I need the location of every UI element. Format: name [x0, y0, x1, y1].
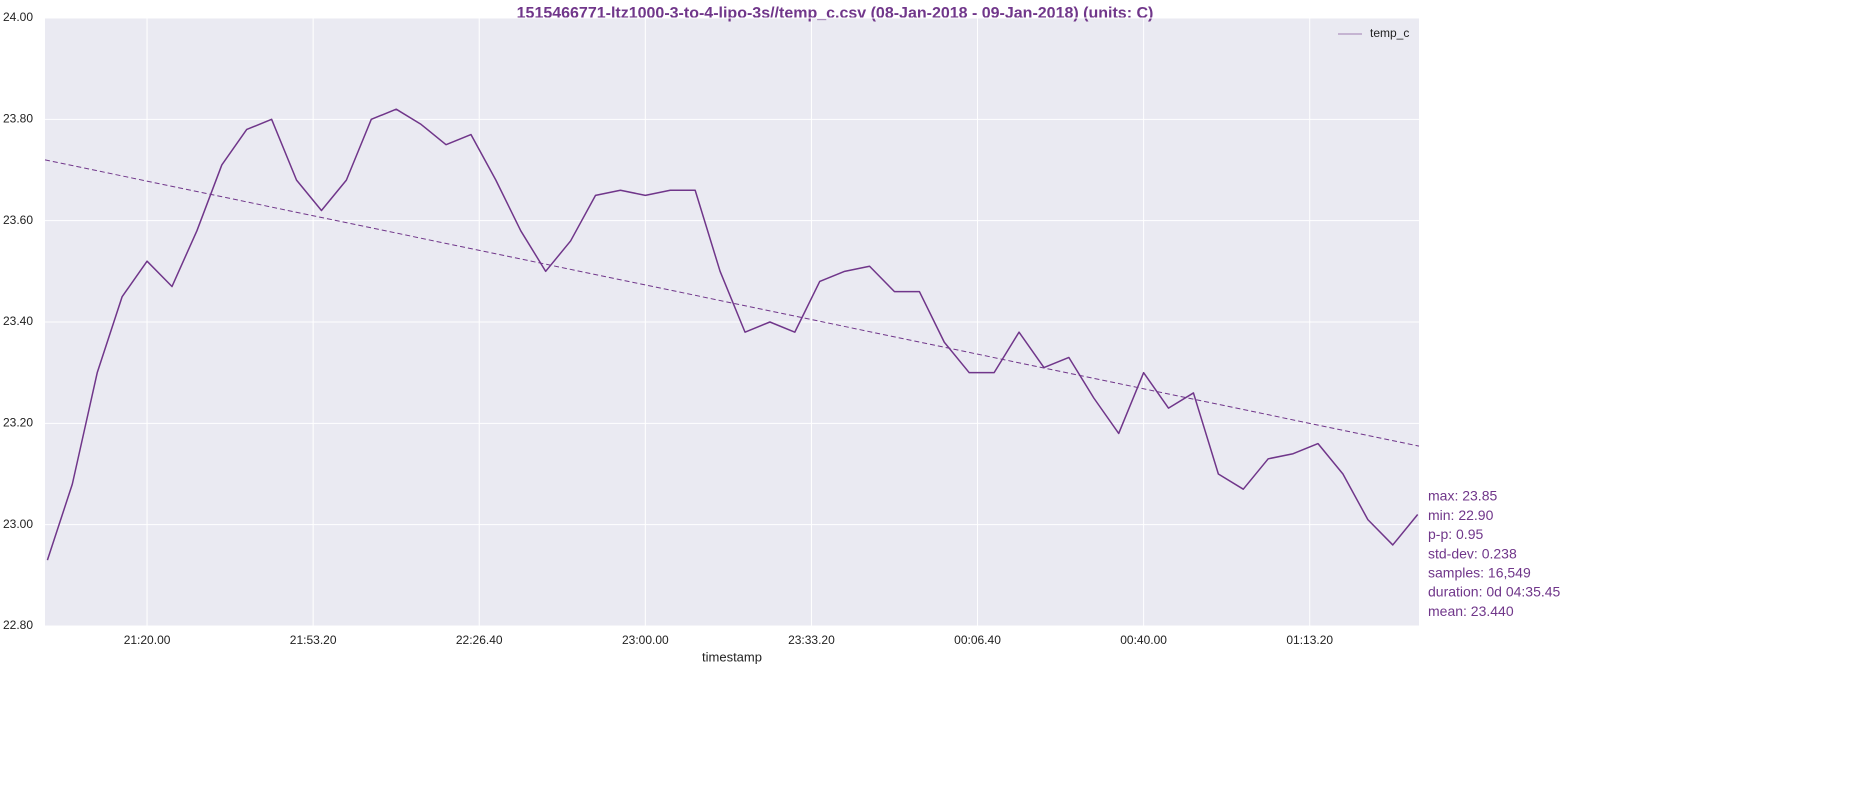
stat-annotation: duration: 0d 04:35.45 [1428, 584, 1561, 600]
y-tick-label: 22.80 [3, 618, 33, 632]
x-tick-label: 23:33.20 [788, 633, 835, 647]
y-tick-label: 23.00 [3, 517, 33, 531]
legend-label: temp_c [1370, 26, 1409, 40]
y-tick-label: 23.60 [3, 213, 33, 227]
x-tick-label: 23:00.00 [622, 633, 669, 647]
x-tick-label: 22:26.40 [456, 633, 503, 647]
y-tick-label: 23.40 [3, 314, 33, 328]
x-tick-label: 00:40.00 [1120, 633, 1167, 647]
stat-annotation: p-p: 0.95 [1428, 526, 1483, 542]
stat-annotation: mean: 23.440 [1428, 603, 1514, 619]
x-axis-label: timestamp [702, 649, 762, 664]
x-tick-label: 21:53.20 [290, 633, 337, 647]
x-tick-label: 00:06.40 [954, 633, 1001, 647]
chart-title: 1515466771-ltz1000-3-to-4-lipo-3s//temp_… [517, 5, 1154, 22]
trend-line [44, 159, 1420, 447]
stat-annotation: max: 23.85 [1428, 488, 1497, 504]
x-tick-label: 01:13.20 [1286, 633, 1333, 647]
data-line [46, 108, 1419, 561]
y-tick-label: 24.00 [3, 10, 33, 24]
stat-annotation: std-dev: 0.238 [1428, 545, 1517, 561]
x-tick-label: 21:20.00 [124, 633, 171, 647]
stat-annotation: min: 22.90 [1428, 507, 1494, 523]
y-tick-label: 23.80 [3, 112, 33, 126]
y-tick-label: 23.20 [3, 416, 33, 430]
stat-annotation: samples: 16,549 [1428, 565, 1531, 581]
